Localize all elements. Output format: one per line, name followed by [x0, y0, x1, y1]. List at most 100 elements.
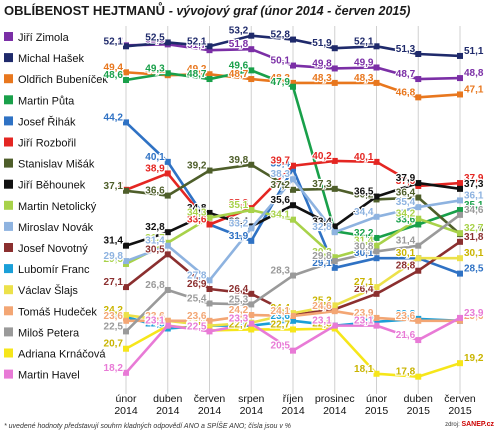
- data-point: [248, 76, 255, 83]
- x-tick-label: říjen: [283, 393, 304, 405]
- data-label: 31,9: [229, 231, 249, 242]
- data-label: 23,6: [464, 311, 484, 322]
- data-point: [206, 221, 213, 228]
- data-label: 23,6: [396, 311, 416, 322]
- data-label: 37,9: [464, 173, 484, 184]
- data-label: 52,3: [145, 34, 165, 45]
- data-label: 30,8: [354, 241, 374, 252]
- data-point: [206, 300, 213, 307]
- data-point: [415, 180, 422, 187]
- data-label: 49,3: [145, 63, 165, 74]
- data-label: 18,2: [104, 363, 124, 374]
- data-point: [415, 51, 422, 58]
- legend-label: Jiří Běhounek: [18, 180, 86, 192]
- legend-swatch: [4, 179, 13, 189]
- data-label: 51,3: [396, 44, 416, 55]
- data-label: 37,2: [104, 180, 124, 191]
- data-label: 28,8: [396, 261, 416, 272]
- data-label: 52,1: [104, 36, 124, 47]
- legend-swatch: [4, 74, 13, 84]
- data-point: [290, 83, 296, 90]
- legend-label: Adriana Krnáčová: [18, 349, 106, 361]
- data-point: [290, 162, 296, 169]
- data-point: [373, 322, 380, 329]
- data-label: 22,8: [145, 319, 165, 330]
- data-label: 24,2: [229, 305, 249, 316]
- data-label: 31,4: [396, 236, 416, 247]
- data-point: [123, 119, 129, 126]
- legend-swatch: [4, 116, 13, 126]
- data-point: [290, 216, 296, 223]
- data-point: [373, 234, 380, 241]
- legend-label: Jiří Zimola: [18, 32, 70, 44]
- data-point: [331, 157, 338, 164]
- data-point: [248, 32, 255, 39]
- data-point: [123, 345, 129, 352]
- data-label: 44,2: [104, 112, 124, 123]
- data-point: [415, 215, 422, 222]
- data-point: [164, 317, 171, 324]
- data-label: 22,5: [104, 321, 124, 332]
- data-label: 33,6: [187, 214, 207, 225]
- data-label: 34,8: [187, 203, 207, 214]
- data-point: [373, 64, 380, 71]
- data-point: [290, 186, 296, 193]
- data-point: [373, 284, 380, 291]
- data-label: 34,6: [464, 205, 484, 216]
- data-point: [331, 223, 338, 230]
- data-label: 35,6: [271, 195, 291, 206]
- data-label: 37,2: [271, 180, 291, 191]
- legend-label: Lubomír Franc: [18, 264, 90, 276]
- data-point: [123, 369, 129, 376]
- data-label: 27,1: [354, 277, 374, 288]
- legend-label: Martin Havel: [18, 370, 80, 382]
- data-label: 23,4: [229, 313, 249, 324]
- data-point: [290, 312, 296, 319]
- data-label: 35,1: [464, 200, 484, 211]
- legend-label: Michal Hašek: [18, 53, 85, 65]
- data-label: 33,4: [229, 216, 249, 227]
- data-label: 48,7: [187, 69, 207, 80]
- legend-swatch: [4, 306, 13, 316]
- data-point: [248, 320, 255, 327]
- data-point: [164, 286, 171, 293]
- data-label: 22,7: [271, 319, 291, 330]
- data-label: 18,1: [354, 364, 374, 375]
- legend-label: Miloš Petera: [18, 327, 80, 339]
- x-tick-label: 2014: [323, 405, 347, 417]
- data-point: [248, 207, 255, 214]
- data-label: 37,9: [396, 173, 416, 184]
- data-label: 34,2: [396, 209, 416, 220]
- data-point: [373, 43, 380, 50]
- x-tick-label: 2014: [240, 405, 264, 417]
- data-point: [164, 242, 171, 249]
- data-label: 35,3: [229, 198, 249, 209]
- legend-label: Josef Řihák: [18, 115, 76, 128]
- data-point: [206, 328, 213, 335]
- data-point: [248, 290, 255, 297]
- data-label: 38,3: [271, 169, 291, 180]
- data-label: 17,8: [396, 367, 416, 378]
- data-point: [457, 185, 463, 192]
- data-point: [206, 209, 213, 216]
- data-point: [123, 312, 129, 319]
- data-label: 37,3: [312, 179, 332, 190]
- data-label: 23,1: [145, 316, 165, 327]
- data-label: 33,4: [312, 216, 332, 227]
- data-point: [248, 301, 255, 308]
- legend-label: Stanislav Mišák: [18, 159, 95, 171]
- data-point: [331, 185, 338, 192]
- data-point: [164, 158, 171, 165]
- data-point: [290, 36, 296, 43]
- data-label: 36,5: [354, 187, 374, 198]
- legend-swatch: [4, 137, 13, 147]
- data-label: 52,2: [104, 35, 124, 46]
- data-label: 37,6: [396, 176, 416, 187]
- data-label: 26,4: [229, 284, 249, 295]
- data-label: 48,3: [354, 73, 374, 84]
- x-tick-label: 2014: [156, 405, 180, 417]
- data-point: [331, 65, 338, 72]
- data-label: 32,8: [312, 222, 332, 233]
- data-point: [123, 328, 129, 335]
